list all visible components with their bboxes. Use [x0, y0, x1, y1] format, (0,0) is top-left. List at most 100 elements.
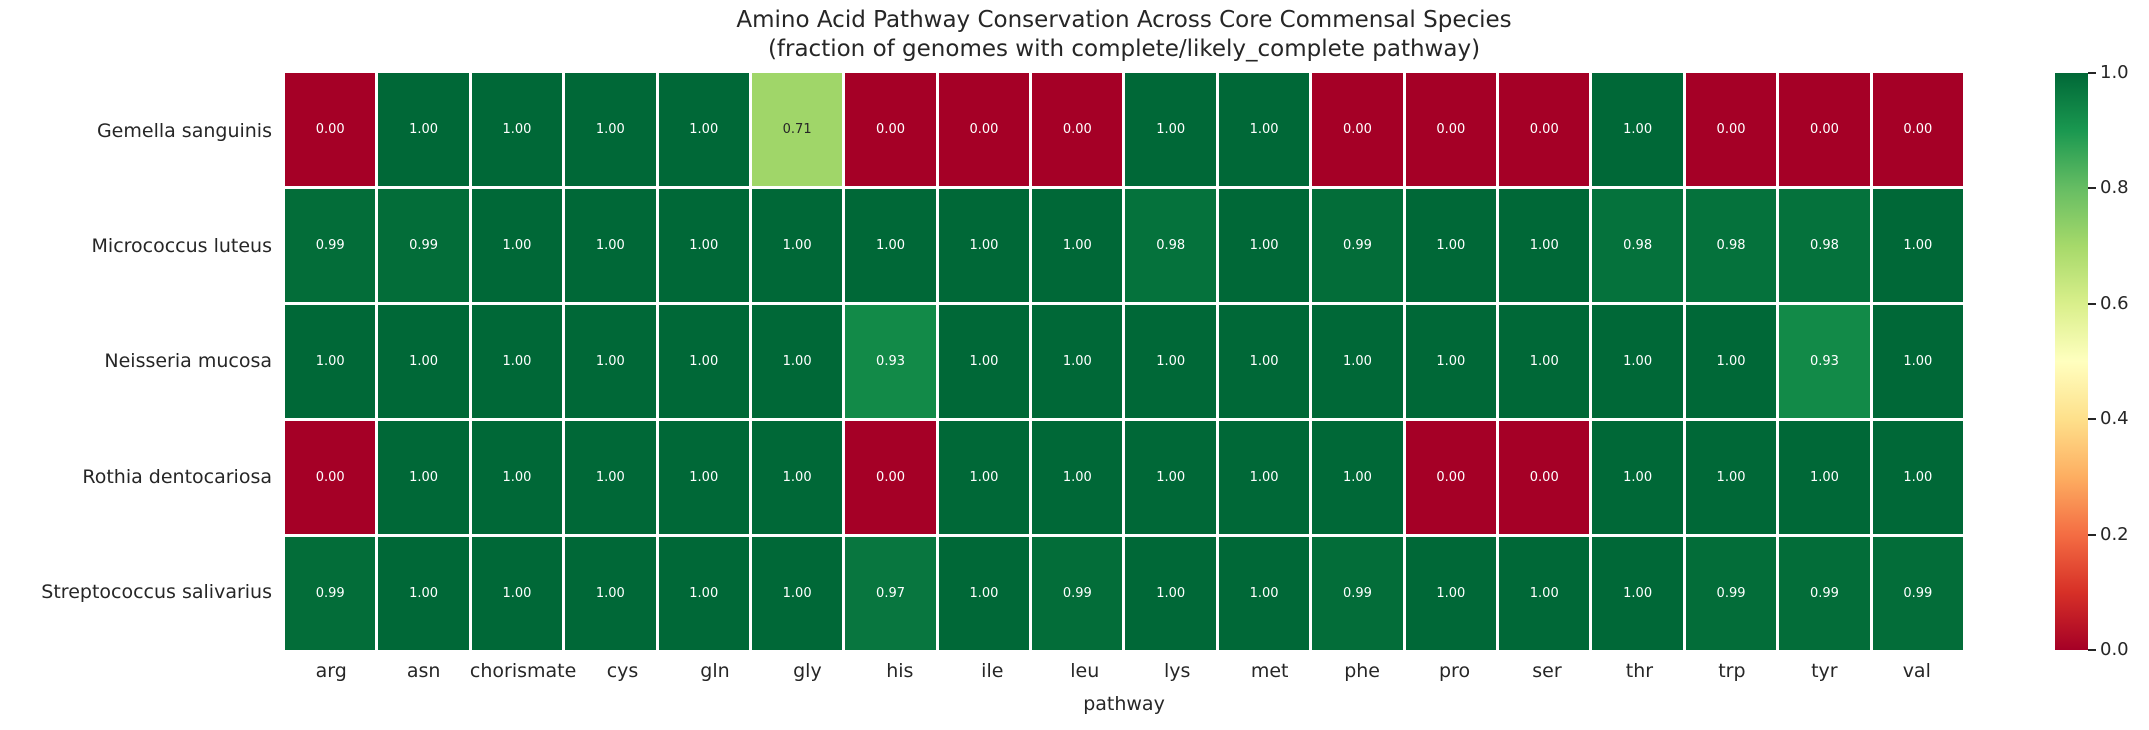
heatmap-cell: 1.00 — [1405, 189, 1497, 302]
x-axis-label: cys — [606, 660, 639, 682]
heatmap-cell: 0.00 — [845, 73, 936, 186]
heatmap-cell: 0.98 — [1592, 189, 1683, 302]
heatmap-cell: 1.00 — [565, 421, 656, 534]
heatmap-cell: 1.00 — [378, 73, 469, 186]
heatmap-cell: 0.00 — [1405, 73, 1497, 186]
heatmap-cell: 1.00 — [1125, 537, 1216, 650]
heatmap-cell: 0.00 — [1779, 73, 1870, 186]
y-axis-labels: Gemella sanguinis Micrococcus luteus Neiss… — [0, 73, 272, 650]
heatmap-cell: 0.99 — [285, 537, 376, 650]
heatmap-cell: 1.00 — [845, 189, 936, 302]
heatmap-cell: 1.00 — [565, 305, 656, 418]
x-axis-label: trp — [1718, 660, 1746, 682]
heatmap-cell: 1.00 — [378, 421, 469, 534]
heatmap-cell: 1.00 — [565, 189, 656, 302]
colorbar-tick-mark — [2088, 187, 2096, 190]
heatmap-cell: 1.00 — [1032, 189, 1123, 302]
heatmap-cell: 0.93 — [1779, 305, 1870, 418]
y-axis-label: Micrococcus luteus — [91, 235, 272, 258]
y-axis-label: Rothia dentocariosa — [82, 465, 272, 488]
heatmap-cell: 1.00 — [1218, 189, 1310, 302]
heatmap-cell: 1.00 — [565, 73, 656, 186]
heatmap-cell: 0.00 — [285, 73, 376, 186]
colorbar-tick-mark — [2088, 418, 2096, 421]
x-axis-label: gln — [700, 660, 730, 682]
heatmap-cell: 1.00 — [1032, 421, 1123, 534]
heatmap-cell: 0.99 — [285, 189, 376, 302]
colorbar-tick-label: 0.8 — [2100, 177, 2129, 199]
heatmap-cell: 1.00 — [938, 305, 1030, 418]
colorbar-tick-mark — [2088, 302, 2096, 305]
colorbar-tick-mark — [2088, 649, 2096, 651]
x-axis-label: tyr — [1811, 660, 1838, 682]
heatmap-cell: 1.00 — [938, 421, 1030, 534]
heatmap-cell: 1.00 — [1125, 421, 1216, 534]
chart-title: Amino Acid Pathway Conservation Across C… — [285, 6, 1963, 64]
heatmap-grid: 0.00 1.00 1.00 1.00 1.00 0.71 0.00 0.00 0.00 1.00… — [285, 73, 1963, 650]
x-axis-label: thr — [1625, 660, 1654, 682]
heatmap-cell: 1.00 — [471, 189, 563, 302]
colorbar-tick-label: 0.6 — [2100, 292, 2129, 314]
heatmap-cell: 1.00 — [1685, 305, 1777, 418]
heatmap-cell: 1.00 — [1032, 305, 1123, 418]
heatmap-cell: 0.98 — [1685, 189, 1777, 302]
heatmap-cell: 0.00 — [1499, 421, 1590, 534]
heatmap-cell: 1.00 — [471, 305, 563, 418]
x-axis-label: phe — [1344, 660, 1380, 682]
heatmap-cell: 1.00 — [1592, 421, 1683, 534]
x-axis-title: pathway — [1083, 693, 1165, 715]
heatmap-cell: 1.00 — [658, 189, 749, 302]
heatmap-cell: 1.00 — [565, 537, 656, 650]
heatmap-cell: 1.00 — [1125, 305, 1216, 418]
x-axis-labels: arg asn chorismate cys gln gly his ile leu lys met… — [285, 660, 1963, 682]
x-axis-label: lys — [1163, 660, 1191, 682]
heatmap-cell: 1.00 — [378, 537, 469, 650]
heatmap-cell: 1.00 — [658, 421, 749, 534]
heatmap-cell: 1.00 — [1499, 305, 1590, 418]
heatmap-cell: 0.00 — [1872, 73, 1963, 186]
y-axis-label: Gemella sanguinis — [96, 119, 272, 142]
x-axis-label: ile — [981, 660, 1004, 682]
chart-title-line1: Amino Acid Pathway Conservation Across C… — [736, 7, 1512, 33]
heatmap-cell: 0.99 — [1312, 189, 1403, 302]
heatmap-cell: 1.00 — [378, 305, 469, 418]
heatmap-cell: 1.00 — [751, 305, 843, 418]
heatmap-cell: 1.00 — [1312, 421, 1403, 534]
colorbar-tick-mark — [2088, 533, 2096, 536]
heatmap-cell: 1.00 — [1405, 537, 1497, 650]
heatmap-cell: 1.00 — [658, 305, 749, 418]
heatmap-cell: 0.00 — [1405, 421, 1497, 534]
x-axis-label: chorismate — [469, 660, 577, 682]
heatmap-cell: 1.00 — [751, 189, 843, 302]
heatmap-cell: 1.00 — [1872, 189, 1963, 302]
heatmap-cell: 0.93 — [845, 305, 936, 418]
heatmap-cell: 1.00 — [751, 537, 843, 650]
heatmap-cell: 1.00 — [1405, 305, 1497, 418]
heatmap-cell: 1.00 — [1312, 305, 1403, 418]
heatmap-cell: 1.00 — [1592, 73, 1683, 186]
heatmap-cell: 1.00 — [1779, 421, 1870, 534]
x-axis-label: his — [886, 660, 914, 682]
heatmap-cell: 0.00 — [1685, 73, 1777, 186]
heatmap-cell: 1.00 — [751, 421, 843, 534]
y-axis-label: Neisseria mucosa — [104, 350, 272, 373]
heatmap-cell: 0.98 — [1779, 189, 1870, 302]
colorbar-tick-label: 0.4 — [2100, 408, 2129, 430]
x-axis-label: ser — [1532, 660, 1562, 682]
x-axis-label: leu — [1070, 660, 1100, 682]
heatmap-cell: 1.00 — [658, 73, 749, 186]
heatmap-cell: 1.00 — [1218, 73, 1310, 186]
chart-title-line2: (fraction of genomes with complete/likel… — [767, 36, 1481, 62]
x-axis-label: arg — [315, 660, 347, 682]
heatmap-cell: 1.00 — [1125, 73, 1216, 186]
heatmap-cell: 0.97 — [845, 537, 936, 650]
heatmap-cell: 0.99 — [1872, 537, 1963, 650]
heatmap-cell: 1.00 — [1592, 305, 1683, 418]
heatmap-cell: 1.00 — [658, 537, 749, 650]
heatmap-cell: 0.99 — [378, 189, 469, 302]
heatmap-cell: 1.00 — [1218, 421, 1310, 534]
heatmap-cell: 0.00 — [1312, 73, 1403, 186]
x-axis-label: pro — [1438, 660, 1471, 682]
colorbar-tick-mark — [2088, 72, 2096, 74]
